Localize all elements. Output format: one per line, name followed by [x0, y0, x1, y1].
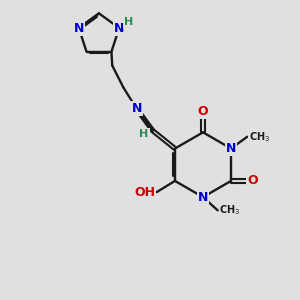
Text: N: N: [131, 102, 142, 115]
Text: N: N: [74, 22, 84, 34]
Text: CH$_3$: CH$_3$: [219, 203, 240, 217]
Text: O: O: [247, 174, 258, 188]
Text: O: O: [198, 105, 208, 118]
Text: N: N: [198, 190, 208, 204]
Text: N: N: [226, 142, 236, 155]
Text: H: H: [140, 129, 149, 139]
Text: N: N: [114, 22, 124, 34]
Text: H: H: [124, 17, 133, 27]
Text: CH$_3$: CH$_3$: [249, 130, 270, 144]
Text: OH: OH: [134, 186, 155, 199]
